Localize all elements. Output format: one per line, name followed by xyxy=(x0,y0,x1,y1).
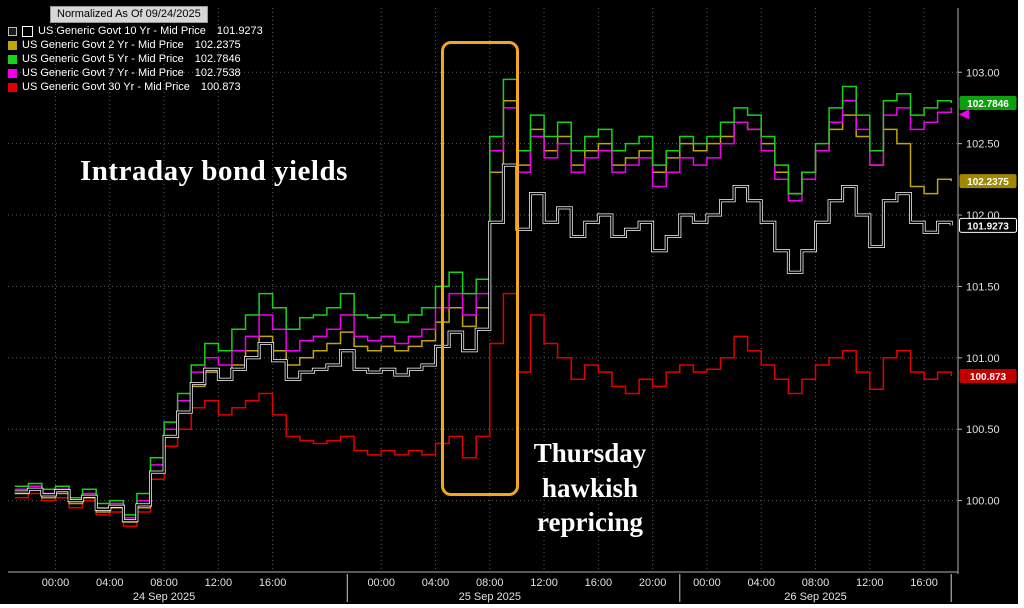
legend-item-value: 102.2375 xyxy=(194,39,241,51)
legend-item-2[interactable]: US Generic Govt 7 Yr - Mid Price 102.7538 xyxy=(8,67,263,79)
legend-swatch-icon xyxy=(8,82,17,92)
legend-swatch-icon xyxy=(22,25,33,37)
legend-swatch-icon xyxy=(8,54,17,64)
x-tick-label: 00:00 xyxy=(367,577,395,589)
legend-swatch-icon xyxy=(8,40,17,50)
legend-item-label: US Generic Govt 2 Yr - Mid Price xyxy=(22,39,184,51)
date-label: 24 Sep 2025 xyxy=(133,591,195,603)
chart-legend: Normalized As Of 09/24/2025 US Generic G… xyxy=(8,6,263,93)
x-tick-label: 16:00 xyxy=(910,577,938,589)
last-price-badge-3 xyxy=(959,96,1017,111)
legend-item-1[interactable]: US Generic Govt 2 Yr - Mid Price 102.2375 xyxy=(8,39,263,51)
x-tick-label: 08:00 xyxy=(476,577,504,589)
last-price-badge-4 xyxy=(959,217,1017,233)
annotation-thursday-hawkish-repricing: Thursday hawkish repricing xyxy=(533,438,647,538)
legend-rows: US Generic Govt 10 Yr - Mid Price 101.927… xyxy=(8,25,263,93)
legend-item-value: 101.9273 xyxy=(216,25,263,37)
series-line-0 xyxy=(14,292,952,528)
last-price-badge-label-0: 100.873 xyxy=(970,372,1007,383)
x-tick-label: 04:00 xyxy=(422,577,450,589)
x-tick-label: 20:00 xyxy=(639,577,667,589)
legend-item-label: US Generic Govt 30 Yr - Mid Price xyxy=(22,81,190,93)
last-price-badge-0 xyxy=(959,368,1017,383)
legend-expand-icon[interactable] xyxy=(8,26,17,36)
y-tick-label: 101.50 xyxy=(966,281,1000,293)
legend-item-value: 102.7538 xyxy=(194,67,241,79)
right-margin xyxy=(1018,0,1024,608)
date-label: 26 Sep 2025 xyxy=(784,591,846,603)
legend-item-4[interactable]: US Generic Govt 10 Yr - Mid Price 101.927… xyxy=(8,25,263,37)
legend-item-label: US Generic Govt 7 Yr - Mid Price xyxy=(22,67,184,79)
legend-item-value: 102.7846 xyxy=(194,53,241,65)
x-tick-label: 04:00 xyxy=(96,577,124,589)
legend-item-value: 100.873 xyxy=(200,81,241,93)
last-price-badge-1 xyxy=(959,174,1017,189)
series-line-4 xyxy=(14,164,952,522)
y-tick-label: 100.50 xyxy=(966,424,1000,436)
y-tick-label: 102.50 xyxy=(966,139,1000,151)
x-tick-label: 12:00 xyxy=(856,577,884,589)
x-tick-label: 00:00 xyxy=(42,577,70,589)
x-tick-label: 16:00 xyxy=(259,577,287,589)
legend-swatch-icon xyxy=(8,68,17,78)
y-tick-label: 101.00 xyxy=(966,353,1000,365)
last-price-marker-2 xyxy=(959,109,969,120)
legend-title: Normalized As Of 09/24/2025 xyxy=(50,6,208,23)
x-tick-label: 08:00 xyxy=(802,577,830,589)
legend-item-3[interactable]: US Generic Govt 5 Yr - Mid Price 102.7846 xyxy=(8,53,263,65)
legend-item-label: US Generic Govt 10 Yr - Mid Price xyxy=(38,25,206,37)
last-price-badge-label-1: 102.2375 xyxy=(967,177,1009,188)
x-tick-label: 12:00 xyxy=(205,577,233,589)
date-label: 25 Sep 2025 xyxy=(459,591,521,603)
bottom-margin xyxy=(0,604,1024,608)
x-tick-label: 04:00 xyxy=(747,577,775,589)
x-tick-label: 12:00 xyxy=(530,577,558,589)
legend-item-label: US Generic Govt 5 Yr - Mid Price xyxy=(22,53,184,65)
y-tick-label: 103.00 xyxy=(966,67,1000,79)
last-price-badge-label-3: 102.7846 xyxy=(967,99,1009,110)
x-tick-label: 16:00 xyxy=(585,577,613,589)
y-tick-label: 100.00 xyxy=(966,496,1000,508)
legend-item-0[interactable]: US Generic Govt 30 Yr - Mid Price 100.873 xyxy=(8,81,263,93)
x-tick-label: 08:00 xyxy=(150,577,178,589)
last-price-badge-label-4: 101.9273 xyxy=(967,221,1009,232)
x-tick-label: 00:00 xyxy=(693,577,721,589)
annotation-intraday-bond-yields: Intraday bond yields xyxy=(80,155,348,187)
